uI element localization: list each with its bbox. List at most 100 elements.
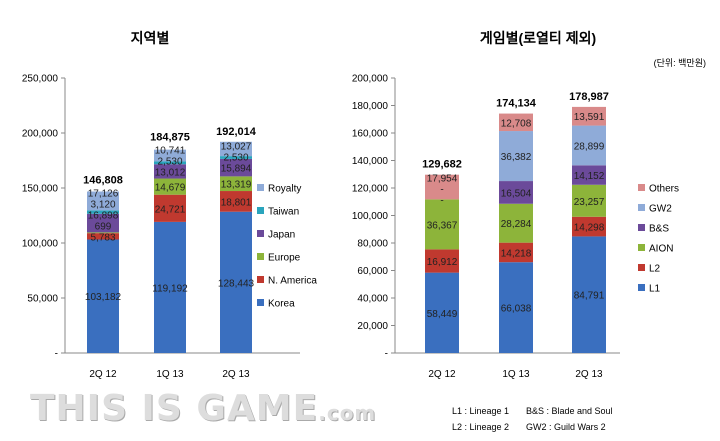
data-label: 15,894 [221,164,252,175]
bar-segment-b-s [572,165,606,185]
legend-swatch [638,244,645,251]
legend-label: N. America [268,276,317,287]
bar-segment-others [499,113,533,132]
legend-swatch [638,184,645,191]
data-label: 2,530 [223,153,248,164]
data-label: 13,027 [221,142,252,153]
y-tick-label: 80,000 [357,239,388,250]
legend-label: GW2 [649,204,672,215]
bar-segment-aion [425,199,459,250]
bar-segment-aion [572,184,606,217]
legend-label: Taiwan [268,207,299,218]
footnote-l1: L1 : Lineage 1 [452,406,510,416]
y-tick-label: 100,000 [352,211,389,222]
total-label: 184,875 [150,131,190,143]
data-label: 17,126 [88,188,119,199]
right-chart-title: 게임별(로열티 제외) [479,30,597,46]
data-label: 23,257 [574,197,605,208]
data-label: 16,912 [427,257,458,268]
y-tick-label: 20,000 [357,321,388,332]
legend-swatch [257,253,264,260]
data-label: 14,218 [501,248,532,259]
data-label: 36,382 [501,152,532,163]
footnote-bs: B&S : Blade and Soul [526,406,613,416]
data-label: 12,708 [501,118,532,129]
bar-segment-l2 [425,249,459,273]
total-label: 178,987 [569,91,609,103]
data-label: 24,721 [155,204,186,215]
legend-swatch [257,299,264,306]
bar-segment-gw2 [499,131,533,182]
bar-segment-korea [220,211,252,353]
data-label: 13,319 [221,180,252,191]
bar-segment-europe [87,232,119,234]
y-tick-label: - [55,349,58,360]
legend-label: Korea [268,299,295,310]
total-label: 174,134 [496,98,537,110]
data-label: 16,898 [88,210,119,221]
left-chart-title: 지역별 [130,30,170,46]
bar-segment-taiwan [87,210,119,214]
data-label: 14,679 [155,183,186,194]
bar-segment-aion [499,203,533,243]
data-label: - [440,184,443,195]
bar-segment-l1 [572,236,606,353]
data-label: 16,504 [501,188,532,199]
legend-swatch [638,264,645,271]
total-label: 129,682 [422,159,462,171]
data-label: 103,182 [85,292,122,303]
x-tick-label: 2Q 12 [89,369,117,380]
y-tick-label: 100,000 [22,239,59,250]
legend-swatch [638,284,645,291]
data-label: 18,801 [221,197,252,208]
unit-label: (단위: 백만원) [653,58,706,68]
data-label: 28,284 [501,219,532,230]
bar-segment-japan [154,164,186,179]
legend-swatch [257,276,264,283]
legend-label: B&S [649,224,669,235]
legend-label: L1 [649,284,661,295]
legend-label: L2 [649,264,661,275]
bar-segment-royalty [87,191,119,211]
bar-segment-europe [220,176,252,192]
bar-segment-korea [87,239,119,353]
y-tick-label: 200,000 [22,129,59,140]
data-label: 58,449 [427,309,458,320]
bar-segment-l2 [499,242,533,263]
bar-segment-japan [220,158,252,177]
x-tick-label: 2Q 13 [575,369,603,380]
legend-label: Others [649,184,679,195]
legend-swatch [257,184,264,191]
data-label: 14,152 [574,171,605,182]
data-label: 36,367 [427,220,458,231]
bar-segment-n-america [87,233,119,240]
total-label: 192,014 [216,126,257,138]
bar-segment-taiwan [220,156,252,159]
data-label: 699 [95,221,112,232]
bar-segment-n-america [154,194,186,222]
total-label: 146,808 [83,174,123,186]
x-tick-label: 2Q 13 [222,369,250,380]
y-tick-label: 60,000 [357,266,388,277]
data-label: 5,783 [90,232,115,243]
data-label: 13,591 [574,112,605,123]
data-label: 10,741 [155,145,186,156]
y-tick-label: 180,000 [352,101,389,112]
x-tick-label: 1Q 13 [502,369,530,380]
legend-swatch [638,224,645,231]
bar-segment-l1 [425,272,459,353]
legend-label: Royalty [268,184,301,195]
y-tick-label: 250,000 [22,74,59,85]
data-label: 119,192 [152,283,188,294]
x-tick-label: 2Q 12 [428,369,456,380]
bar-segment-n-america [220,191,252,212]
bar-segment-korea [154,221,186,353]
bar-segment-others [572,106,606,126]
bar-segment-l2 [572,216,606,237]
y-tick-label: 120,000 [352,184,389,195]
x-tick-label: 1Q 13 [156,369,184,380]
y-tick-label: 160,000 [352,129,389,140]
data-label: 66,038 [501,304,532,315]
bar-segment-l1 [499,262,533,353]
